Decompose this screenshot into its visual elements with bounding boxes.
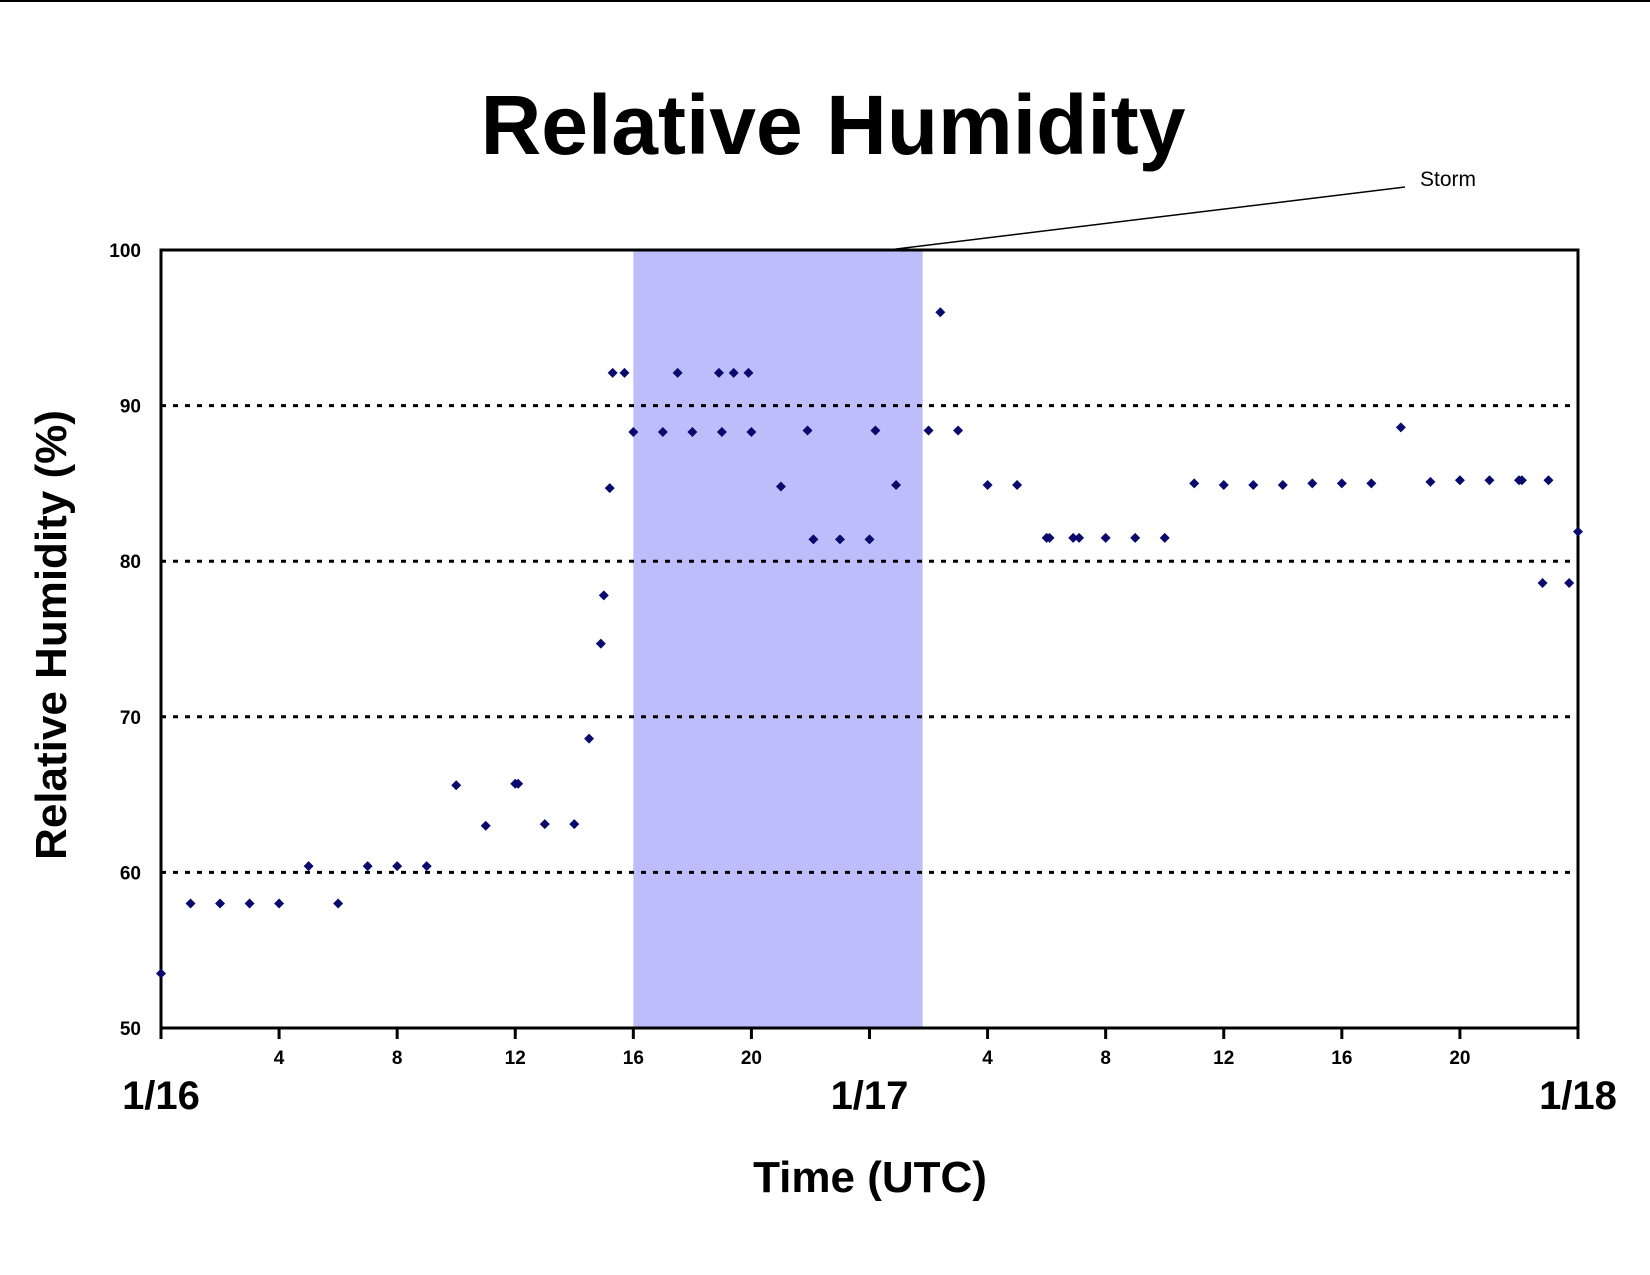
data-point [834,534,845,545]
data-point [1543,475,1554,486]
data-point [1012,479,1023,490]
data-point [1218,479,1229,490]
data-point [713,367,724,378]
data-point [1248,479,1259,490]
chart-title: Relative Humidity [481,78,1186,172]
x-tick-label: 12 [505,1048,526,1069]
data-point [392,861,403,872]
data-point [1425,476,1436,487]
data-point [1484,475,1495,486]
data-point [1100,532,1111,543]
x-tick-label: 12 [1213,1048,1234,1069]
data-point [604,483,615,494]
data-point [1068,532,1079,543]
data-point [451,780,462,791]
data-point [1395,422,1406,433]
data-point [672,367,683,378]
y-tick-labels: 50 60 70 80 90 100 [109,241,141,1040]
gridlines [161,404,1578,874]
y-tick-label: 60 [120,863,141,884]
storm-shaded-region [633,250,923,1028]
date-label: 1/17 [831,1074,909,1118]
data-point [619,367,630,378]
data-point [1130,532,1141,543]
data-point [480,820,491,831]
data-point [215,898,226,909]
data-point [775,481,786,492]
data-point [1454,475,1465,486]
data-point [746,427,757,438]
data-point [1044,532,1055,543]
x-tick-label: 8 [1100,1048,1111,1069]
date-label: 1/18 [1539,1074,1617,1118]
data-point [802,425,813,436]
top-border-line [0,0,1650,2]
data-point [156,968,166,979]
data-point [303,861,314,872]
data-point [362,861,373,872]
data-point [1366,478,1377,489]
storm-label: Storm [1420,168,1476,191]
data-point [1336,478,1347,489]
x-tick-label: 4 [982,1048,993,1069]
data-point [1189,478,1200,489]
data-point [982,479,993,490]
date-label: 1/16 [122,1074,200,1118]
x-tick-label: 20 [741,1048,762,1069]
data-point [864,534,875,545]
data-point [870,425,881,436]
data-point [1516,475,1527,486]
data-point [333,898,344,909]
data-point [891,479,902,490]
data-point [923,425,934,436]
x-tick-label: 8 [392,1048,403,1069]
storm-callout-line [887,186,1406,251]
data-point [1573,526,1583,537]
data-point [539,819,550,830]
y-tick-label: 70 [120,708,141,729]
data-point [595,638,606,649]
data-point [607,367,618,378]
data-point [743,367,754,378]
data-point [244,898,255,909]
data-point [728,367,739,378]
data-point [421,861,432,872]
data-point [1564,577,1575,588]
y-axis-title: Relative Humidity (%) [27,410,76,860]
x-tick-label: 4 [274,1048,285,1069]
data-point [1159,532,1170,543]
x-tick-label: 16 [623,1048,644,1069]
data-point [687,427,698,438]
x-tick-labels: 4 8 12 16 20 4 8 12 16 20 [274,1048,1471,1069]
data-points [156,307,1583,979]
data-point [185,898,196,909]
data-point [935,307,946,318]
x-axis-title: Time (UTC) [753,1153,987,1202]
data-point [274,898,285,909]
data-point [628,427,639,438]
data-point [1074,532,1085,543]
data-point [598,590,609,601]
y-tick-label: 100 [109,241,141,262]
data-point [1277,479,1288,490]
x-tick-label: 16 [1331,1048,1352,1069]
y-tick-label: 80 [120,552,141,573]
y-tick-label: 50 [120,1019,141,1040]
date-labels: 1/16 1/17 1/18 [122,1074,1617,1118]
data-point [808,534,819,545]
axes [159,248,1580,1039]
data-point [513,778,524,789]
data-point [1537,577,1548,588]
x-tick-label: 20 [1449,1048,1470,1069]
data-point [569,819,580,830]
storm-region-layer: Storm [633,168,1476,1028]
data-point [584,733,595,744]
data-point [953,425,964,436]
data-point [657,427,668,438]
data-point [716,427,727,438]
y-tick-label: 90 [120,397,141,418]
data-point [1307,478,1318,489]
